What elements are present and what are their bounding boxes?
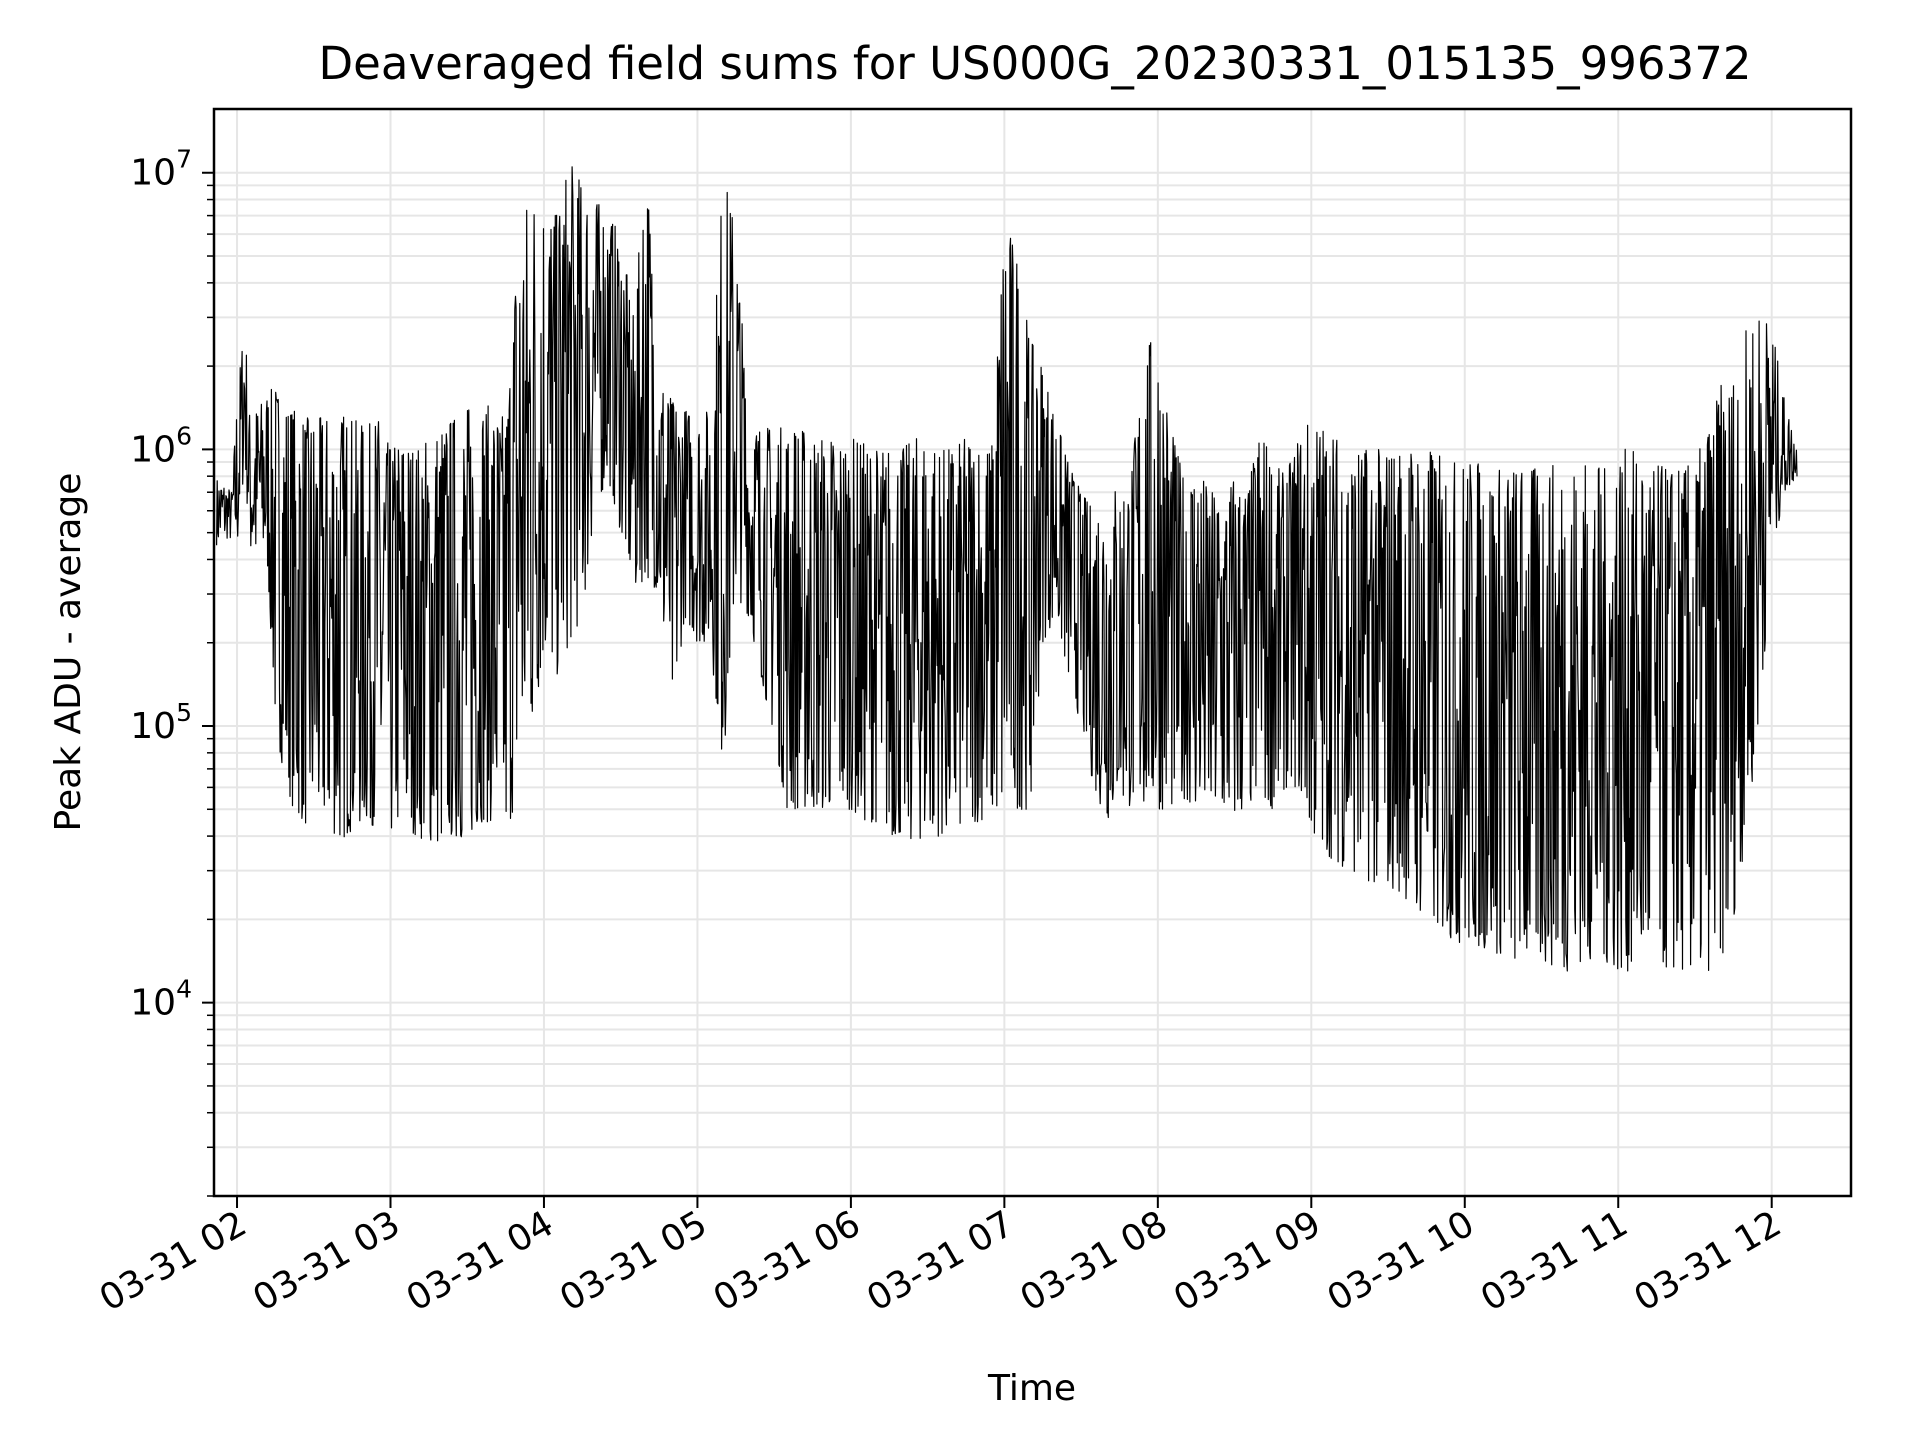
chart-title: Deaveraged field sums for US000G_2023033… [319, 37, 1752, 90]
y-tick-label: 106 [130, 421, 192, 470]
grid [214, 109, 1851, 1197]
y-axis: 104 105 106 107 [130, 145, 214, 1197]
y-tick-label: 105 [130, 698, 192, 747]
y-axis-label: Peak ADU - average [48, 473, 89, 832]
y-tick-label: 107 [130, 145, 192, 194]
x-axis-label: Time [987, 1368, 1076, 1409]
plot-frame [212, 107, 1853, 1198]
y-tick-label: 104 [130, 975, 192, 1024]
data-series-line [216, 166, 1798, 972]
plot-area [216, 166, 1798, 972]
